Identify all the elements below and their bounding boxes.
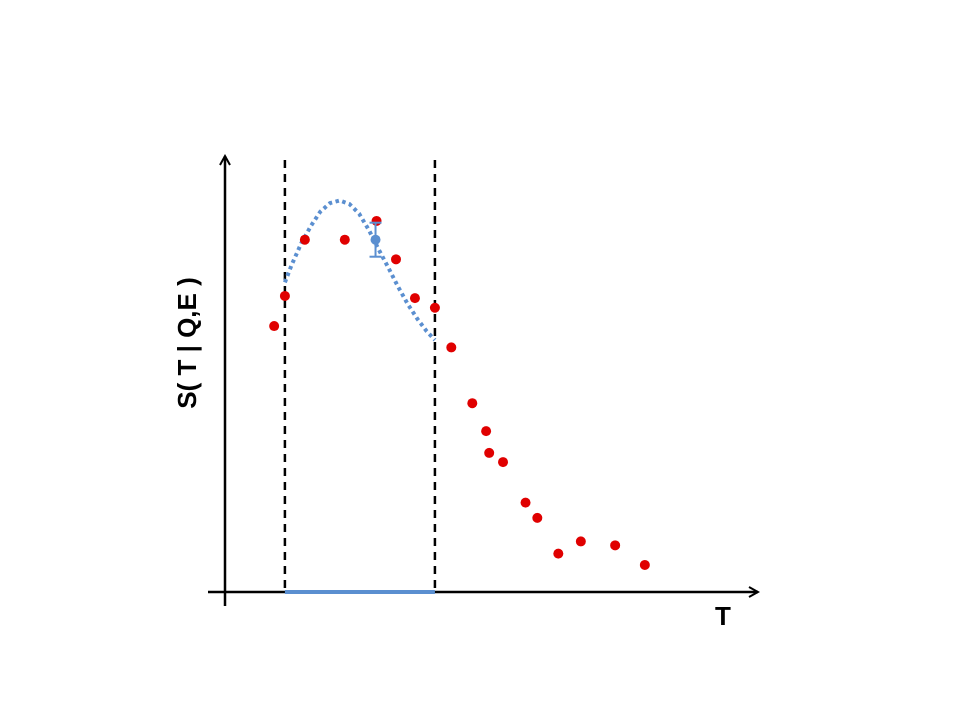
- data-point-10: [467, 398, 478, 409]
- error-point-marker: [370, 234, 381, 245]
- data-point-14: [520, 497, 531, 508]
- data-point-7: [409, 293, 420, 304]
- data-point-9: [446, 342, 457, 353]
- data-point-13: [498, 457, 509, 468]
- data-point-15: [532, 512, 543, 523]
- data-point-18: [610, 540, 621, 551]
- data-point-12: [484, 447, 495, 458]
- data-point-2: [279, 290, 290, 301]
- data-point-11: [481, 426, 492, 437]
- data-point-19: [639, 559, 650, 570]
- error-point: [369, 221, 382, 258]
- y-axis-label: S( T | Q,E ): [172, 277, 202, 409]
- fit-curve: [283, 198, 437, 342]
- data-point-1: [269, 321, 280, 332]
- data-point-5: [371, 215, 382, 226]
- data-point-16: [553, 548, 564, 559]
- data-point-8: [429, 302, 440, 313]
- data-point-3: [299, 234, 310, 245]
- data-points: [269, 215, 650, 570]
- data-point-6: [391, 254, 402, 265]
- data-point-17: [575, 536, 586, 547]
- x-axis-label: T: [715, 601, 731, 631]
- data-point-4: [339, 234, 350, 245]
